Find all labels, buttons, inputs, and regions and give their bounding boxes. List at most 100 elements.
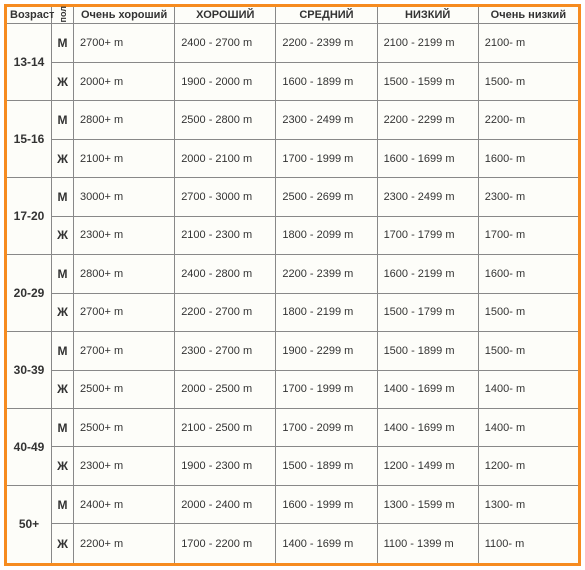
value-cell: 2500+ m bbox=[74, 370, 175, 408]
gender-cell-m: М bbox=[52, 255, 74, 293]
gender-cell-f: Ж bbox=[52, 216, 74, 254]
value-cell: 2800+ m bbox=[74, 255, 175, 293]
value-cell: 2500 - 2699 m bbox=[276, 178, 377, 216]
value-cell: 2000+ m bbox=[74, 62, 175, 100]
value-cell: 1500 - 1899 m bbox=[276, 447, 377, 485]
value-cell: 1700 - 1799 m bbox=[377, 216, 478, 254]
value-cell: 2300 - 2499 m bbox=[276, 101, 377, 139]
value-cell: 2300- m bbox=[478, 178, 579, 216]
value-cell: 2500 - 2800 m bbox=[175, 101, 276, 139]
gender-cell-f: Ж bbox=[52, 370, 74, 408]
gender-cell-m: М bbox=[52, 485, 74, 523]
value-cell: 1300 - 1599 m bbox=[377, 485, 478, 523]
hdr-c3: СРЕДНИЙ bbox=[276, 6, 377, 24]
gender-cell-f: Ж bbox=[52, 139, 74, 177]
value-cell: 2200 - 2299 m bbox=[377, 101, 478, 139]
table-row: 40-49М2500+ m2100 - 2500 m1700 - 2099 m1… bbox=[6, 408, 580, 446]
age-cell: 20-29 bbox=[6, 255, 52, 332]
value-cell: 2100 - 2300 m bbox=[175, 216, 276, 254]
gender-cell-f: Ж bbox=[52, 62, 74, 100]
hdr-c4: НИЗКИЙ bbox=[377, 6, 478, 24]
value-cell: 2000 - 2500 m bbox=[175, 370, 276, 408]
value-cell: 2300 - 2499 m bbox=[377, 178, 478, 216]
value-cell: 2500+ m bbox=[74, 408, 175, 446]
value-cell: 2400+ m bbox=[74, 485, 175, 523]
table-row: 13-14М2700+ m2400 - 2700 m2200 - 2399 m2… bbox=[6, 24, 580, 62]
value-cell: 1800 - 2199 m bbox=[276, 293, 377, 331]
value-cell: 1200 - 1499 m bbox=[377, 447, 478, 485]
gender-cell-m: М bbox=[52, 332, 74, 370]
value-cell: 1400 - 1699 m bbox=[377, 370, 478, 408]
value-cell: 2700 - 3000 m bbox=[175, 178, 276, 216]
value-cell: 2300+ m bbox=[74, 216, 175, 254]
value-cell: 1100- m bbox=[478, 524, 579, 565]
value-cell: 2800+ m bbox=[74, 101, 175, 139]
value-cell: 2200 - 2399 m bbox=[276, 24, 377, 62]
value-cell: 2300+ m bbox=[74, 447, 175, 485]
table-row: Ж2500+ m2000 - 2500 m1700 - 1999 m1400 -… bbox=[6, 370, 580, 408]
table-row: Ж2300+ m1900 - 2300 m1500 - 1899 m1200 -… bbox=[6, 447, 580, 485]
age-cell: 50+ bbox=[6, 485, 52, 564]
gender-cell-m: М bbox=[52, 178, 74, 216]
value-cell: 1600 - 1699 m bbox=[377, 139, 478, 177]
table-row: 15-16М2800+ m2500 - 2800 m2300 - 2499 m2… bbox=[6, 101, 580, 139]
value-cell: 2300 - 2700 m bbox=[175, 332, 276, 370]
table-body: 13-14М2700+ m2400 - 2700 m2200 - 2399 m2… bbox=[6, 24, 580, 565]
value-cell: 1700- m bbox=[478, 216, 579, 254]
hdr-age: Возраст bbox=[6, 6, 52, 24]
value-cell: 1600 - 2199 m bbox=[377, 255, 478, 293]
gender-cell-m: М bbox=[52, 101, 74, 139]
value-cell: 1400- m bbox=[478, 408, 579, 446]
gender-cell-f: Ж bbox=[52, 293, 74, 331]
age-cell: 13-14 bbox=[6, 24, 52, 101]
value-cell: 1100 - 1399 m bbox=[377, 524, 478, 565]
value-cell: 1700 - 1999 m bbox=[276, 139, 377, 177]
value-cell: 2000 - 2400 m bbox=[175, 485, 276, 523]
gender-cell-f: Ж bbox=[52, 524, 74, 565]
value-cell: 1800 - 2099 m bbox=[276, 216, 377, 254]
age-cell: 17-20 bbox=[6, 178, 52, 255]
value-cell: 1900 - 2299 m bbox=[276, 332, 377, 370]
value-cell: 1500 - 1799 m bbox=[377, 293, 478, 331]
value-cell: 1400 - 1699 m bbox=[276, 524, 377, 565]
value-cell: 1400- m bbox=[478, 370, 579, 408]
gender-cell-m: М bbox=[52, 24, 74, 62]
value-cell: 1300- m bbox=[478, 485, 579, 523]
value-cell: 1700 - 1999 m bbox=[276, 370, 377, 408]
value-cell: 1500- m bbox=[478, 332, 579, 370]
value-cell: 1900 - 2300 m bbox=[175, 447, 276, 485]
value-cell: 1500 - 1599 m bbox=[377, 62, 478, 100]
value-cell: 1500 - 1899 m bbox=[377, 332, 478, 370]
value-cell: 3000+ m bbox=[74, 178, 175, 216]
value-cell: 1600 - 1899 m bbox=[276, 62, 377, 100]
value-cell: 2100 - 2199 m bbox=[377, 24, 478, 62]
age-cell: 15-16 bbox=[6, 101, 52, 178]
value-cell: 2200 - 2700 m bbox=[175, 293, 276, 331]
value-cell: 1700 - 2099 m bbox=[276, 408, 377, 446]
value-cell: 1900 - 2000 m bbox=[175, 62, 276, 100]
value-cell: 2100 - 2500 m bbox=[175, 408, 276, 446]
table-row: Ж2100+ m2000 - 2100 m1700 - 1999 m1600 -… bbox=[6, 139, 580, 177]
gender-cell-f: Ж bbox=[52, 447, 74, 485]
value-cell: 2400 - 2700 m bbox=[175, 24, 276, 62]
value-cell: 2400 - 2800 m bbox=[175, 255, 276, 293]
value-cell: 2100+ m bbox=[74, 139, 175, 177]
table-row: 30-39М2700+ m2300 - 2700 m1900 - 2299 m1… bbox=[6, 332, 580, 370]
table-row: Ж2000+ m1900 - 2000 m1600 - 1899 m1500 -… bbox=[6, 62, 580, 100]
table-row: 20-29М2800+ m2400 - 2800 m2200 - 2399 m1… bbox=[6, 255, 580, 293]
table-row: 17-20М3000+ m2700 - 3000 m2500 - 2699 m2… bbox=[6, 178, 580, 216]
hdr-gender: пол bbox=[52, 6, 74, 24]
table-row: Ж2200+ m1700 - 2200 m1400 - 1699 m1100 -… bbox=[6, 524, 580, 565]
value-cell: 1600- m bbox=[478, 139, 579, 177]
value-cell: 2700+ m bbox=[74, 332, 175, 370]
value-cell: 1500- m bbox=[478, 293, 579, 331]
age-cell: 40-49 bbox=[6, 408, 52, 485]
value-cell: 1600- m bbox=[478, 255, 579, 293]
value-cell: 1400 - 1699 m bbox=[377, 408, 478, 446]
value-cell: 2000 - 2100 m bbox=[175, 139, 276, 177]
value-cell: 2200 - 2399 m bbox=[276, 255, 377, 293]
table-row: Ж2700+ m2200 - 2700 m1800 - 2199 m1500 -… bbox=[6, 293, 580, 331]
value-cell: 2700+ m bbox=[74, 24, 175, 62]
table-row: Ж2300+ m2100 - 2300 m1800 - 2099 m1700 -… bbox=[6, 216, 580, 254]
value-cell: 1500- m bbox=[478, 62, 579, 100]
